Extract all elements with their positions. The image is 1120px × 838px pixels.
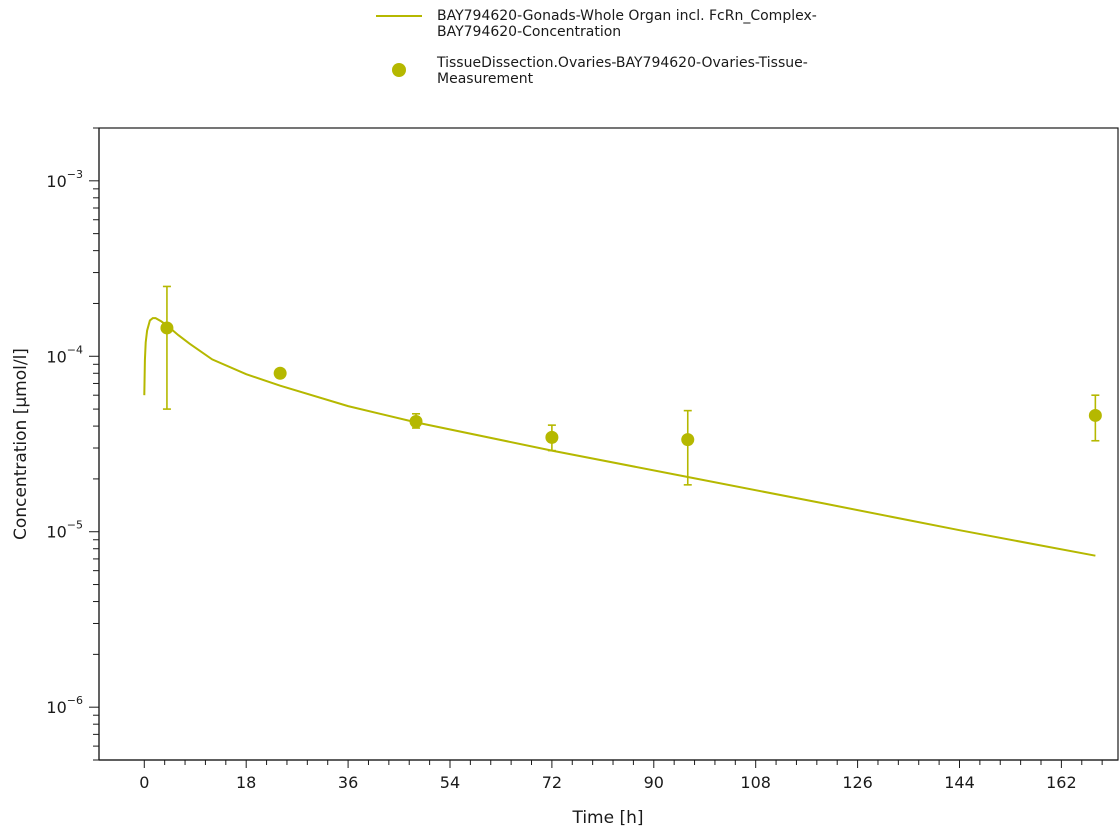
y-axis-label: Concentration [µmol/l] [11, 348, 31, 540]
x-tick-label: 162 [1046, 773, 1077, 792]
legend-label: TissueDissection.Ovaries-BAY794620-Ovari… [436, 55, 808, 71]
x-tick-label: 72 [542, 773, 562, 792]
legend-marker-swatch [392, 63, 406, 77]
measurement-point [273, 366, 287, 380]
legend: BAY794620-Gonads-Whole Organ incl. FcRn_… [376, 8, 817, 87]
x-tick-label: 0 [139, 773, 149, 792]
y-tick-label: 10−4 [46, 343, 83, 366]
legend-label: BAY794620-Gonads-Whole Organ incl. FcRn_… [437, 8, 817, 24]
measurement-point [409, 414, 423, 428]
x-axis: 0 18 36 54 72 90 108 126 144 162 [99, 759, 1118, 792]
error-bar [162, 285, 171, 410]
x-tick-label: 18 [236, 773, 256, 792]
legend-label: BAY794620-Concentration [437, 24, 621, 40]
y-tick-label: 10−6 [46, 694, 83, 717]
error-bar [683, 409, 692, 486]
x-tick-label: 144 [944, 773, 975, 792]
legend-label: Measurement [437, 71, 534, 87]
x-tick-label: 54 [440, 773, 460, 792]
measurement-point [1088, 408, 1102, 422]
x-tick-label: 108 [740, 773, 771, 792]
x-axis-label: Time [h] [571, 808, 643, 828]
simulation-line [143, 317, 1096, 557]
plot-frame [98, 127, 1119, 761]
series-layer [143, 285, 1102, 557]
plot-area [98, 127, 1119, 761]
y-tick-label: 10−3 [46, 168, 83, 191]
x-tick-label: 90 [644, 773, 664, 792]
x-tick-label: 126 [842, 773, 873, 792]
x-tick-label: 36 [338, 773, 358, 792]
measurement-point [160, 321, 174, 335]
y-tick-label: 10−5 [46, 519, 83, 542]
y-axis: 10−6 10−5 10−4 10−3 [46, 127, 100, 761]
measurement-point [681, 433, 695, 447]
measurement-point [545, 430, 559, 444]
